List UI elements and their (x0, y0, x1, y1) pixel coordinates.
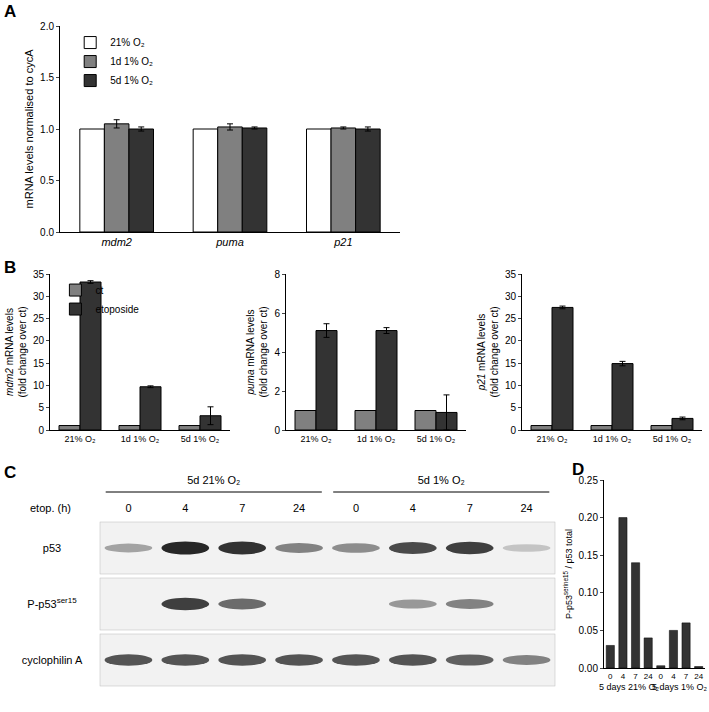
svg-text:7: 7 (467, 502, 473, 514)
svg-text:24: 24 (644, 672, 653, 681)
svg-text:1.5: 1.5 (40, 72, 54, 83)
svg-text:5d 1% O₂: 5d 1% O₂ (181, 434, 220, 444)
svg-text:4: 4 (621, 672, 626, 681)
svg-text:20: 20 (505, 335, 517, 346)
svg-text:P-p53ser15: P-p53ser15 (27, 596, 77, 610)
svg-text:2.0: 2.0 (40, 21, 54, 32)
svg-text:0: 0 (274, 425, 280, 436)
svg-text:21% O₂: 21% O₂ (110, 37, 145, 48)
svg-text:5: 5 (38, 402, 44, 413)
svg-text:21% O₂: 21% O₂ (64, 434, 96, 444)
svg-text:35: 35 (505, 269, 517, 280)
svg-text:30: 30 (33, 291, 45, 302)
svg-text:mRNA levels normalised to cycA: mRNA levels normalised to cycA (23, 49, 35, 209)
svg-text:10: 10 (33, 380, 45, 391)
svg-text:0.05: 0.05 (579, 625, 599, 636)
svg-text:5d 1% O₂: 5d 1% O₂ (110, 75, 153, 86)
svg-text:0.15: 0.15 (579, 550, 599, 561)
svg-text:30: 30 (505, 291, 517, 302)
svg-text:0: 0 (125, 502, 131, 514)
svg-text:5 days 21% O₂: 5 days 21% O₂ (599, 682, 660, 692)
svg-text:4: 4 (274, 347, 280, 358)
svg-text:15: 15 (505, 358, 517, 369)
svg-text:C: C (4, 463, 16, 482)
svg-text:5d 1% O₂: 5d 1% O₂ (653, 434, 692, 444)
svg-text:5: 5 (510, 402, 516, 413)
svg-text:24: 24 (694, 672, 703, 681)
html-text:B: B (4, 258, 17, 277)
svg-text:0: 0 (608, 672, 613, 681)
svg-text:0.10: 0.10 (579, 587, 599, 598)
svg-text:4: 4 (182, 502, 188, 514)
svg-text:puma mRNA levels(fold change o: puma mRNA levels(fold change over ct) (245, 306, 269, 397)
svg-text:1.0: 1.0 (40, 124, 54, 135)
svg-text:mdm2: mdm2 (101, 236, 132, 248)
svg-text:25: 25 (33, 313, 45, 324)
svg-text:P-p53​serine15​ / p53 total: P-p53​serine15​ / p53 total (562, 529, 574, 619)
svg-text:2: 2 (274, 386, 280, 397)
svg-text:5 days 1% O₂: 5 days 1% O₂ (652, 682, 708, 692)
svg-text:0.20: 0.20 (579, 512, 599, 523)
svg-text:ct: ct (95, 285, 103, 296)
svg-text:0.00: 0.00 (579, 663, 599, 674)
svg-text:5d 21% O₂: 5d 21% O₂ (187, 474, 240, 486)
svg-text:7: 7 (684, 672, 689, 681)
svg-text:p53: p53 (43, 542, 61, 554)
svg-text:etoposide: etoposide (95, 304, 139, 315)
svg-text:1d 1% O₂: 1d 1% O₂ (121, 434, 160, 444)
svg-text:25: 25 (505, 313, 517, 324)
svg-text:15: 15 (33, 358, 45, 369)
svg-text:0.25: 0.25 (578, 474, 598, 486)
svg-text:0: 0 (510, 425, 516, 436)
svg-text:20: 20 (33, 335, 45, 346)
svg-text:35: 35 (33, 269, 45, 280)
svg-text:0.5: 0.5 (40, 175, 54, 186)
svg-text:0.0: 0.0 (40, 227, 54, 238)
svg-text:8: 8 (274, 269, 280, 280)
svg-text:4: 4 (410, 502, 416, 514)
svg-text:4: 4 (671, 672, 676, 681)
svg-text:0: 0 (38, 425, 44, 436)
svg-text:cyclophilin A: cyclophilin A (22, 654, 83, 666)
svg-text:21% O₂: 21% O₂ (300, 434, 332, 444)
svg-text:p21: p21 (333, 236, 352, 248)
svg-text:6: 6 (274, 308, 280, 319)
svg-text:21% O₂: 21% O₂ (536, 434, 568, 444)
svg-text:5d 1% O₂: 5d 1% O₂ (417, 434, 456, 444)
svg-text:p21 mRNA levels(fold change ov: p21 mRNA levels(fold change over ct) (476, 306, 500, 397)
svg-text:5d 1% O₂: 5d 1% O₂ (418, 474, 465, 486)
svg-text:7: 7 (633, 672, 638, 681)
svg-text:7: 7 (239, 502, 245, 514)
svg-text:1d 1% O₂: 1d 1% O₂ (593, 434, 632, 444)
svg-text:1d 1% O₂: 1d 1% O₂ (357, 434, 396, 444)
svg-text:10: 10 (505, 380, 517, 391)
svg-text:puma: puma (215, 236, 244, 248)
svg-text:24: 24 (520, 502, 532, 514)
html-text:A: A (4, 2, 17, 21)
svg-text:mdm2 mRNA levels(fold change o: mdm2 mRNA levels(fold change over ct) (4, 306, 28, 397)
svg-text:24: 24 (293, 502, 305, 514)
svg-text:etop. (h): etop. (h) (30, 502, 71, 514)
svg-text:0: 0 (659, 672, 664, 681)
svg-text:0: 0 (353, 502, 359, 514)
svg-text:1d 1% O₂: 1d 1% O₂ (110, 56, 153, 67)
html-text:D: D (572, 460, 585, 479)
